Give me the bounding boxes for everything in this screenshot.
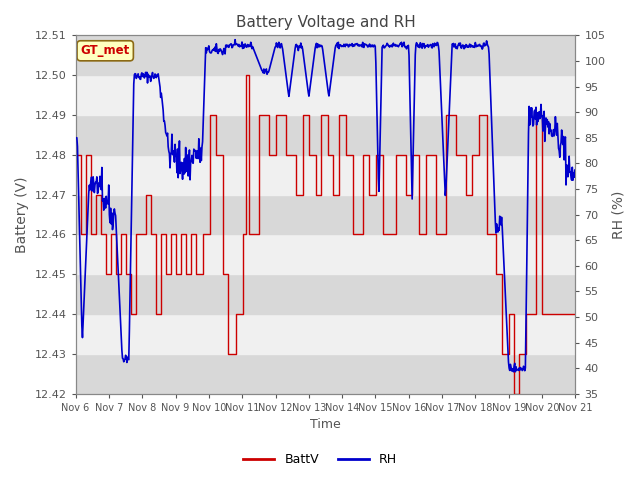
Bar — [76, 115, 575, 155]
Y-axis label: RH (%): RH (%) — [611, 191, 625, 239]
Text: GT_met: GT_met — [81, 44, 130, 57]
Y-axis label: Battery (V): Battery (V) — [15, 176, 29, 253]
Bar — [76, 235, 575, 275]
Bar — [76, 36, 575, 75]
Bar — [76, 314, 575, 354]
Legend: BattV, RH: BattV, RH — [238, 448, 402, 471]
Bar — [76, 155, 575, 195]
Bar — [76, 75, 575, 115]
Bar — [76, 275, 575, 314]
Title: Battery Voltage and RH: Battery Voltage and RH — [236, 15, 415, 30]
Bar — [76, 354, 575, 394]
Bar — [76, 195, 575, 235]
X-axis label: Time: Time — [310, 419, 341, 432]
